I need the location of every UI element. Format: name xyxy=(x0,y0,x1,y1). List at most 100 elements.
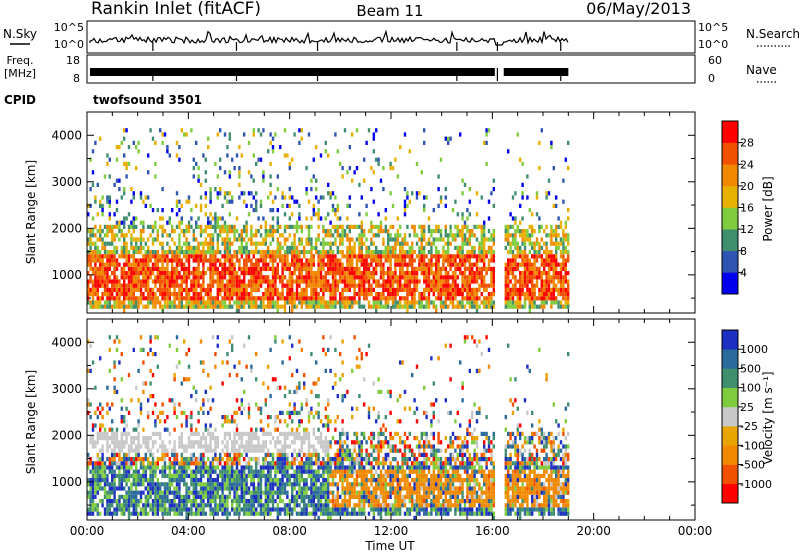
echo-cell xyxy=(451,283,455,288)
echo-cell xyxy=(322,296,325,301)
echo-cell xyxy=(211,398,215,403)
echo-cell xyxy=(425,304,428,309)
echo-cell xyxy=(156,258,159,263)
echo-cell xyxy=(154,507,157,512)
echo-cell xyxy=(567,304,570,309)
echo-cell xyxy=(420,292,423,297)
echo-cell xyxy=(87,511,90,516)
echo-cell xyxy=(118,187,121,192)
echo-cell xyxy=(375,304,378,309)
echo-cell xyxy=(567,258,570,263)
echo-cell xyxy=(207,292,210,297)
echo-cell xyxy=(154,262,157,267)
echo-cell xyxy=(243,482,246,487)
echo-cell xyxy=(228,245,231,250)
echo-cell xyxy=(123,461,126,466)
echo-cell xyxy=(209,195,212,200)
echo-cell xyxy=(269,224,272,229)
echo-cell xyxy=(163,279,167,284)
echo-cell xyxy=(435,275,438,280)
echo-cell xyxy=(192,486,195,491)
echo-cell xyxy=(115,431,119,436)
echo-cell xyxy=(245,287,248,292)
echo-cell xyxy=(214,490,217,495)
echo-cell xyxy=(192,237,195,242)
echo-cell xyxy=(240,296,243,301)
echo-cell xyxy=(317,296,320,301)
echo-cell xyxy=(468,233,471,238)
echo-cell xyxy=(262,178,265,183)
echo-cell xyxy=(147,250,150,255)
echo-cell xyxy=(118,279,121,284)
echo-cell xyxy=(94,271,97,276)
echo-cell xyxy=(233,233,236,238)
echo-cell xyxy=(259,478,263,483)
echo-cell xyxy=(199,465,203,470)
echo-cell xyxy=(531,283,534,288)
echo-cell xyxy=(207,250,210,255)
echo-cell xyxy=(111,478,114,483)
echo-cell xyxy=(449,275,452,280)
echo-cell xyxy=(120,457,123,462)
echo-cell xyxy=(543,258,546,263)
echo-cell xyxy=(223,287,227,292)
echo-cell xyxy=(459,233,462,238)
echo-cell xyxy=(101,212,104,217)
echo-cell xyxy=(113,377,116,382)
echo-cell xyxy=(427,229,431,234)
echo-cell xyxy=(439,254,443,259)
echo-cell xyxy=(223,486,227,491)
echo-cell xyxy=(540,224,543,229)
echo-cell xyxy=(365,258,368,263)
echo-cell xyxy=(183,507,186,512)
echo-cell xyxy=(252,208,255,213)
echo-cell xyxy=(245,499,248,504)
echo-cell xyxy=(324,149,327,154)
echo-cell xyxy=(276,216,279,221)
echo-cell xyxy=(219,157,222,162)
echo-cell xyxy=(219,486,222,491)
echo-cell xyxy=(106,287,109,292)
echo-cell xyxy=(96,182,99,187)
echo-cell xyxy=(379,266,383,271)
echo-cell xyxy=(118,237,121,242)
echo-cell xyxy=(91,304,95,309)
echo-cell xyxy=(144,266,147,271)
echo-cell xyxy=(151,224,155,229)
echo-cell xyxy=(125,245,128,250)
echo-cell xyxy=(329,250,332,255)
echo-cell xyxy=(507,275,510,280)
echo-cell xyxy=(202,444,205,449)
echo-cell xyxy=(166,262,169,267)
echo-cell xyxy=(243,132,246,137)
echo-cell xyxy=(151,469,155,474)
echo-cell xyxy=(187,220,191,225)
echo-cell xyxy=(223,170,227,175)
echo-cell xyxy=(483,304,486,309)
echo-cell xyxy=(99,431,102,436)
echo-cell xyxy=(531,296,534,301)
echo-cell xyxy=(480,271,483,276)
echo-cell xyxy=(154,140,157,145)
echo-cell xyxy=(252,266,255,271)
echo-cell xyxy=(96,436,99,441)
echo-cell xyxy=(202,271,205,276)
echo-cell xyxy=(427,250,431,255)
echo-cell xyxy=(394,266,397,271)
echo-cell xyxy=(233,486,236,491)
echo-cell xyxy=(447,254,450,259)
echo-cell xyxy=(103,245,107,250)
echo-cell xyxy=(247,170,251,175)
echo-cell xyxy=(130,279,133,284)
echo-cell xyxy=(87,402,90,407)
echo-cell xyxy=(123,444,126,449)
echo-cell xyxy=(358,182,361,187)
echo-cell xyxy=(540,237,543,242)
echo-cell xyxy=(125,128,128,133)
echo-cell xyxy=(267,279,270,284)
echo-cell xyxy=(444,233,447,238)
echo-cell xyxy=(459,258,462,263)
echo-cell xyxy=(195,161,198,166)
echo-cell xyxy=(243,465,246,470)
echo-cell xyxy=(156,237,159,242)
